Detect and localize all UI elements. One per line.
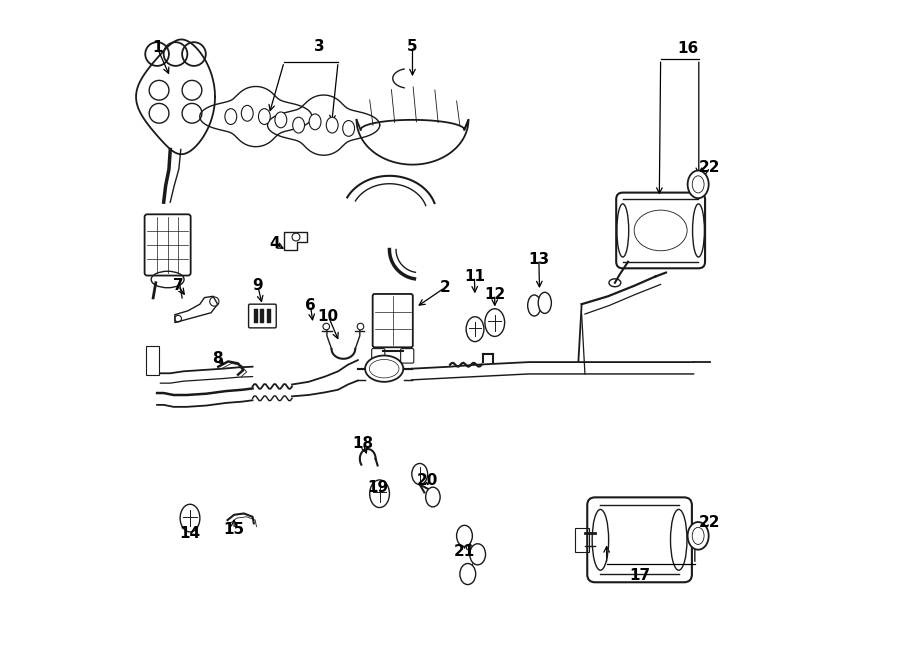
Text: 19: 19 [367,480,388,494]
Ellipse shape [309,114,321,130]
Text: 6: 6 [305,298,316,313]
FancyBboxPatch shape [248,304,276,328]
Ellipse shape [538,292,552,313]
Ellipse shape [412,463,427,485]
Ellipse shape [327,117,338,133]
FancyBboxPatch shape [616,192,705,268]
Text: 12: 12 [484,287,506,302]
Ellipse shape [688,522,708,550]
Ellipse shape [485,309,505,336]
Ellipse shape [365,356,403,382]
FancyBboxPatch shape [373,294,413,347]
Ellipse shape [460,564,476,584]
Bar [267,309,271,323]
Text: 9: 9 [253,278,263,293]
Text: 17: 17 [629,568,650,583]
Text: 1: 1 [152,40,162,55]
Text: 20: 20 [417,473,437,488]
Text: 8: 8 [212,350,223,366]
Text: 21: 21 [454,543,475,559]
Ellipse shape [343,120,355,136]
Ellipse shape [466,317,484,342]
Text: 18: 18 [353,436,374,451]
Text: 3: 3 [314,38,325,54]
Bar [146,346,159,375]
Ellipse shape [470,544,485,565]
Text: 2: 2 [439,280,450,295]
Ellipse shape [456,525,472,547]
Ellipse shape [274,112,287,128]
Ellipse shape [426,487,440,507]
FancyBboxPatch shape [145,214,191,276]
Text: 22: 22 [699,515,721,530]
Text: 11: 11 [464,269,485,284]
Bar [260,309,265,323]
Text: 5: 5 [407,38,418,54]
FancyBboxPatch shape [587,497,692,582]
Ellipse shape [241,105,253,121]
Text: 14: 14 [179,525,201,541]
Text: 22: 22 [699,160,721,175]
Text: 16: 16 [678,41,699,56]
Ellipse shape [688,171,708,198]
Ellipse shape [292,117,304,133]
Text: 10: 10 [318,309,338,323]
Ellipse shape [225,108,237,124]
Ellipse shape [370,480,390,508]
Text: 15: 15 [223,522,245,537]
Ellipse shape [180,504,200,532]
Text: 7: 7 [173,278,184,293]
Bar [254,309,257,323]
Bar [575,528,589,552]
Text: 13: 13 [528,252,549,267]
Ellipse shape [527,295,541,316]
Text: 4: 4 [269,236,280,251]
Ellipse shape [258,108,270,124]
